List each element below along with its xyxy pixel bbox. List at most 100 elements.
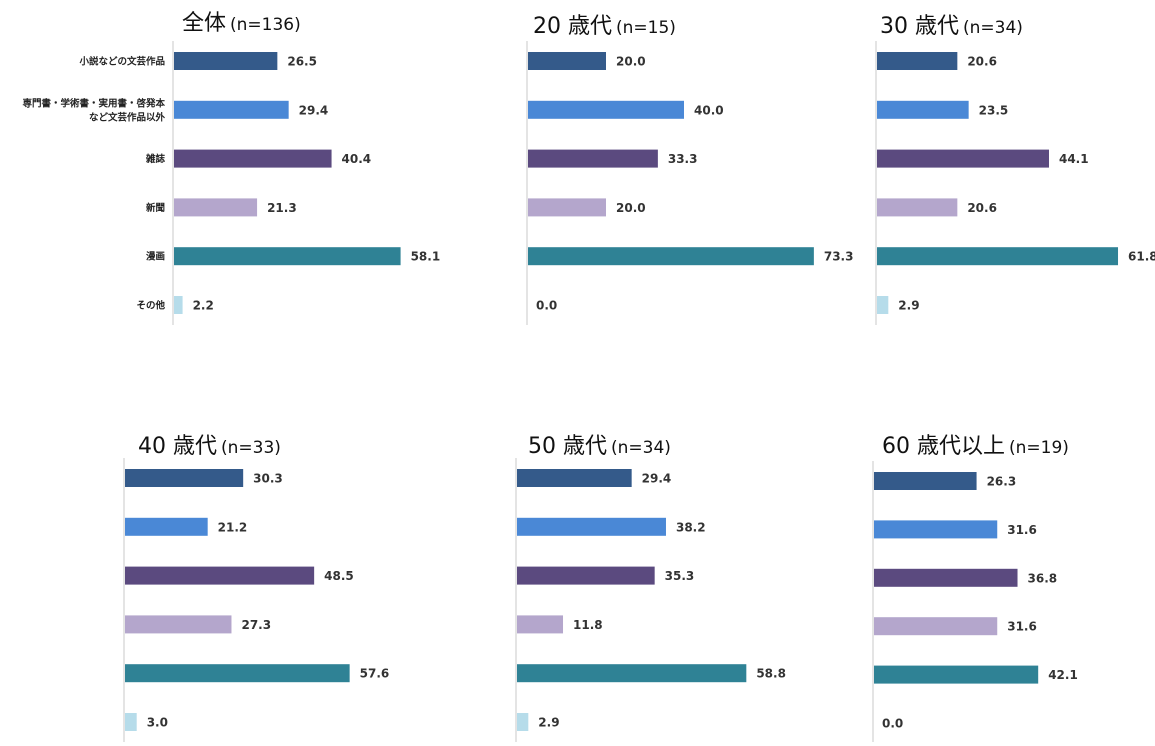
panel-n-label: (n=33) [221, 438, 281, 458]
panel-n-label: (n=19) [1009, 438, 1069, 458]
chart-panel-5: 50 歳代 (n=34) 29.4 38.2 35.3 11.8 58.8 2.9 [515, 434, 786, 742]
category-label: 小説などの文芸作品 [78, 56, 165, 68]
bar [174, 247, 401, 266]
chart-panel-1: 全体 (n=136) 26.5 小説などの文芸作品 29.4 専門書・学術書・実用書・啓発… [22, 11, 440, 325]
bar [877, 247, 1119, 266]
category-label: 漫画 [146, 251, 165, 263]
panel-title: 30 歳代 (n=34) [880, 14, 1023, 39]
data-label: 44.1 [1059, 152, 1089, 166]
bar [517, 517, 666, 536]
category-label: 雑誌 [145, 153, 166, 165]
bar [174, 52, 278, 70]
panel-title: 50 歳代 (n=34) [528, 434, 671, 459]
bar [874, 617, 998, 636]
panel-title-label: 50 歳代 [528, 434, 607, 459]
data-label: 3.0 [147, 716, 168, 730]
bar [528, 52, 606, 70]
panel-n-label: (n=34) [611, 438, 671, 458]
bar [174, 149, 332, 168]
bar [125, 713, 137, 731]
bar [877, 296, 889, 314]
panel-n-label: (n=15) [616, 18, 676, 38]
data-label: 30.3 [253, 472, 283, 486]
bar [174, 296, 183, 314]
bar [125, 469, 244, 487]
panel-title: 60 歳代以上 (n=19) [882, 434, 1069, 459]
bar [517, 566, 655, 585]
bar [874, 520, 998, 539]
bar [517, 469, 632, 487]
bar [877, 149, 1049, 168]
bar [517, 713, 529, 731]
bar [528, 198, 606, 217]
data-label: 0.0 [536, 299, 557, 313]
category-label: その他 [136, 300, 165, 312]
bar [174, 198, 258, 217]
data-label: 2.9 [898, 299, 919, 313]
bar [174, 100, 289, 119]
bar [528, 247, 814, 266]
panel-title: 全体 (n=136) [182, 11, 301, 36]
data-label: 20.0 [616, 201, 646, 215]
data-label: 36.8 [1028, 571, 1058, 585]
data-label: 31.6 [1007, 523, 1037, 537]
data-label: 61.8 [1128, 250, 1155, 264]
data-label: 29.4 [642, 472, 672, 486]
data-label: 2.2 [193, 299, 214, 313]
panel-title: 20 歳代 (n=15) [533, 14, 676, 39]
data-label: 20.0 [616, 55, 646, 69]
bar [874, 665, 1039, 684]
data-label: 40.4 [342, 152, 372, 166]
data-label: 21.2 [218, 520, 248, 534]
data-label: 26.3 [987, 475, 1017, 489]
data-label: 31.6 [1007, 620, 1037, 634]
data-label: 33.3 [668, 152, 698, 166]
data-label: 48.5 [324, 569, 354, 583]
bar [125, 664, 350, 683]
panel-n-label: (n=136) [230, 15, 301, 35]
bar [877, 198, 958, 217]
data-label: 29.4 [299, 103, 329, 117]
panel-title: 40 歳代 (n=33) [138, 434, 281, 459]
bar [528, 100, 684, 119]
bar [528, 149, 658, 168]
bar [874, 568, 1018, 587]
bar [874, 472, 977, 490]
panel-title-label: 40 歳代 [138, 434, 217, 459]
chart-panel-3: 30 歳代 (n=34) 20.6 23.5 44.1 20.6 61.8 2.9 [875, 14, 1155, 325]
chart-panel-6: 60 歳代以上 (n=19) 26.3 31.6 36.8 31.6 42.1 0.0 [872, 434, 1078, 742]
data-label: 73.3 [824, 250, 854, 264]
bar [517, 664, 747, 683]
data-label: 57.6 [360, 667, 390, 681]
bar [877, 100, 969, 119]
data-label: 40.0 [694, 103, 724, 117]
bar [125, 615, 232, 634]
chart-panel-2: 20 歳代 (n=15) 20.0 40.0 33.3 20.0 73.3 0.0 [526, 14, 854, 325]
panel-n-label: (n=34) [963, 18, 1023, 38]
category-label: 新聞 [146, 202, 165, 214]
panel-title-label: 全体 [182, 11, 226, 36]
category-label: 専門書・学術書・実用書・啓発本など文芸作品以外 [22, 97, 165, 123]
panel-title-label: 20 歳代 [533, 14, 612, 39]
data-label: 0.0 [882, 717, 903, 731]
data-label: 26.5 [287, 55, 317, 69]
chart-panel-4: 40 歳代 (n=33) 30.3 21.2 48.5 27.3 57.6 3.0 [123, 434, 390, 742]
data-label: 58.8 [756, 667, 786, 681]
data-label: 20.6 [967, 55, 997, 69]
panel-title-label: 60 歳代以上 [882, 434, 1005, 459]
data-label: 11.8 [573, 618, 603, 632]
data-label: 35.3 [665, 569, 695, 583]
bar [517, 615, 564, 634]
data-label: 20.6 [967, 201, 997, 215]
data-label: 2.9 [538, 716, 559, 730]
data-label: 38.2 [676, 520, 706, 534]
data-label: 42.1 [1048, 668, 1078, 682]
data-label: 23.5 [979, 103, 1009, 117]
bar [877, 52, 958, 70]
bar [125, 517, 208, 536]
panel-title-label: 30 歳代 [880, 14, 959, 39]
data-label: 27.3 [241, 618, 271, 632]
bar [125, 566, 315, 585]
